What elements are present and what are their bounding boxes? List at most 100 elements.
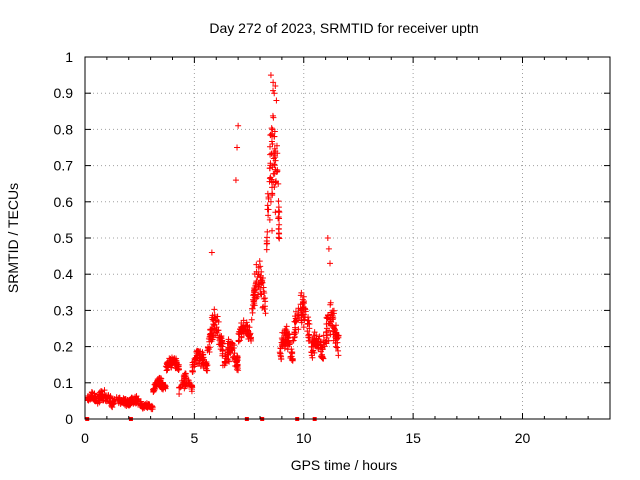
data-point [214,313,221,320]
data-point [257,274,264,281]
x-tick-label: 20 [515,430,531,446]
data-point [87,394,94,401]
data-point [143,404,150,411]
y-tick-label: 0.6 [54,194,74,210]
data-point [264,190,271,197]
data-point [260,295,267,302]
data-point [309,354,316,361]
data-point [238,333,245,340]
data-point [280,337,287,344]
data-point [251,289,258,296]
data-point [293,317,300,324]
data-point [193,354,200,361]
data-point [182,370,189,377]
data-point [137,398,144,405]
data-point [269,126,276,133]
y-tick-label: 0.9 [54,85,74,101]
data-point [265,206,272,213]
data-point [295,305,302,312]
data-point [324,235,331,241]
data-point [253,295,260,302]
data-point [197,348,204,355]
data-point [324,311,331,318]
data-point [332,334,339,341]
data-point [166,357,173,364]
data-point [145,403,152,410]
x-tick-label: 10 [296,430,312,446]
data-point [255,264,262,271]
data-point [176,390,183,397]
x-tick-label: 5 [190,430,198,446]
x-tick-label: 15 [405,430,421,446]
data-point [234,144,241,151]
y-axis: 0 0.1 0.2 0.3 0.4 0.5 0.6 0.7 0.8 0.9 1 [54,49,610,427]
data-point [261,305,268,312]
data-point [282,326,289,333]
data-point [267,143,273,150]
data-point [263,240,270,247]
data-point [115,394,122,401]
data-point [262,310,269,317]
data-point [275,215,282,222]
data-point [273,97,280,104]
data-point [323,314,330,321]
data-point [162,383,169,390]
data-point [218,339,225,346]
data-point [205,335,212,342]
data-point [203,360,210,367]
data-point [298,319,305,326]
data-point [320,355,327,362]
data-point [305,332,312,339]
data-point [159,384,166,391]
data-point [127,401,134,408]
data-point [268,138,275,145]
data-point [313,343,320,350]
data-point [151,387,158,394]
data-point [111,396,118,403]
data-point [194,360,201,367]
data-point [313,340,320,347]
data-point [280,342,287,349]
data-point [335,347,342,354]
data-point [230,353,237,360]
data-point [270,170,277,177]
data-point [162,363,169,370]
data-point [191,358,198,365]
data-point [203,367,210,374]
data-point [271,161,278,168]
data-point [109,404,116,411]
data-point [260,284,267,291]
data-point [205,345,212,352]
data-point [275,214,282,221]
data-point [249,305,256,312]
y-tick-label: 0.5 [54,230,74,246]
data-point [251,270,258,277]
data-point [198,356,205,363]
data-point [292,308,299,315]
data-point [267,72,274,79]
data-point [245,328,252,335]
data-point [233,363,240,370]
data-point [272,179,279,186]
y-tick-label: 0.8 [54,121,74,137]
data-point [211,306,218,313]
data-point [96,399,103,406]
data-point [175,363,182,370]
data-point [210,317,217,324]
data-point [223,346,230,353]
data-point [189,359,196,366]
data-point [291,330,298,337]
data-point [276,235,283,242]
data-point [316,333,323,340]
data-point [225,336,232,343]
data-point [317,348,324,355]
data-point [272,166,279,173]
data-point [300,324,307,331]
data-point [208,249,215,256]
data-point [275,226,282,233]
data-point [272,82,279,89]
data-point [209,336,216,343]
data-point [288,346,295,353]
data-point [181,385,188,392]
data-point [276,209,283,216]
